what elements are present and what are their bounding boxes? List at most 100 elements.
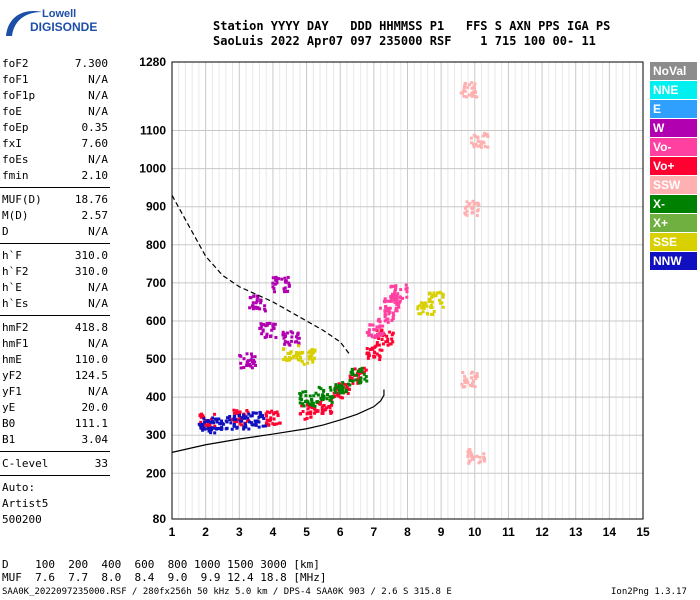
echo-point <box>250 304 254 308</box>
y-tick-label: 400 <box>146 390 166 404</box>
echo-point <box>301 402 305 406</box>
echo-point <box>263 304 267 308</box>
echo-point <box>325 397 329 401</box>
echo-point <box>202 415 206 419</box>
echo-point <box>394 297 398 301</box>
param-fmin: fmin 2.10 <box>2 169 108 182</box>
x-tick-label: 5 <box>303 525 310 539</box>
echo-point <box>472 133 476 137</box>
echo-point <box>378 326 382 330</box>
echo-point <box>322 394 326 398</box>
footer-distance: D 100 200 400 600 800 1000 1500 3000 [km… <box>2 558 320 571</box>
echo-point <box>468 83 472 87</box>
echo-point <box>372 350 376 354</box>
echo-point <box>250 366 254 370</box>
echo-point <box>393 291 397 295</box>
echo-point <box>228 418 232 422</box>
echo-point <box>470 452 474 456</box>
echo-point <box>201 414 205 418</box>
echo-point <box>291 331 295 335</box>
echo-point <box>472 202 476 206</box>
echo-point <box>427 297 431 301</box>
echo-point <box>405 290 409 294</box>
echo-point <box>316 409 320 413</box>
echo-point <box>224 427 228 431</box>
echo-point <box>438 298 442 302</box>
echo-point <box>422 306 426 310</box>
echo-point <box>235 425 239 429</box>
echo-point <box>474 142 478 146</box>
echo-point <box>432 291 436 295</box>
echo-point <box>421 310 425 314</box>
echo-point <box>250 414 254 418</box>
echo-point <box>270 328 274 332</box>
echo-point <box>371 347 375 351</box>
echo-point <box>313 411 317 415</box>
echo-point <box>213 424 217 428</box>
echo-point <box>259 301 263 305</box>
echo-point <box>205 424 209 428</box>
echo-point <box>283 340 287 344</box>
echo-point <box>379 331 383 335</box>
echo-point <box>242 357 246 361</box>
echo-point <box>377 334 381 338</box>
echo-point <box>298 412 302 416</box>
echo-point <box>438 290 442 294</box>
echo-point <box>463 89 467 93</box>
echo-point <box>307 351 311 355</box>
echo-point <box>232 424 236 428</box>
echo-point <box>235 420 239 424</box>
echo-point <box>281 333 285 337</box>
echo-point <box>462 89 466 93</box>
param-hmF2: hmF2 418.8 <box>2 321 108 334</box>
echo-point <box>348 374 352 378</box>
echo-point <box>475 454 479 458</box>
echo-point <box>467 448 471 452</box>
echo-point <box>463 380 467 384</box>
echo-point <box>277 421 281 425</box>
echo-point <box>271 324 275 328</box>
param-divider <box>0 243 110 244</box>
echo-point <box>378 306 382 310</box>
echo-point <box>362 370 366 374</box>
echo-point <box>370 333 374 337</box>
echo-point <box>362 366 366 370</box>
echo-point <box>304 390 308 394</box>
y-tick-label: 600 <box>146 314 166 328</box>
echo-point <box>338 389 342 393</box>
echo-point <box>470 381 474 385</box>
echo-point <box>239 366 243 370</box>
echo-point <box>282 347 286 351</box>
legend-item-w: W <box>650 119 697 137</box>
echo-point <box>472 456 476 460</box>
echo-point <box>421 301 425 305</box>
echo-point <box>341 385 345 389</box>
x-tick-label: 1 <box>169 525 176 539</box>
echo-point <box>474 201 478 205</box>
echo-point <box>283 286 287 290</box>
echo-point <box>475 213 479 217</box>
echo-point <box>392 293 396 297</box>
echo-point <box>398 299 402 303</box>
echo-point <box>264 324 268 328</box>
echo-point <box>333 394 337 398</box>
echo-point <box>362 372 366 376</box>
tick-labels: 1 2 3 4 5 6 7 8 9 10 11 12 13 14 158020030040050060070… <box>139 55 650 539</box>
echo-point <box>328 406 332 410</box>
echo-point <box>302 362 306 366</box>
echo-point <box>419 301 423 305</box>
echo-point <box>387 312 391 316</box>
echo-point <box>272 326 276 330</box>
echo-point <box>346 391 350 395</box>
echo-point <box>461 371 465 375</box>
x-tick-label: 14 <box>603 525 617 539</box>
echo-point <box>276 414 280 418</box>
echo-point <box>313 404 317 408</box>
echo-point <box>391 340 395 344</box>
echo-point <box>417 312 421 316</box>
echo-point <box>308 405 312 409</box>
echo-point <box>228 414 232 418</box>
echo-point <box>272 412 276 416</box>
echo-point <box>287 283 291 287</box>
echo-point <box>462 86 466 90</box>
